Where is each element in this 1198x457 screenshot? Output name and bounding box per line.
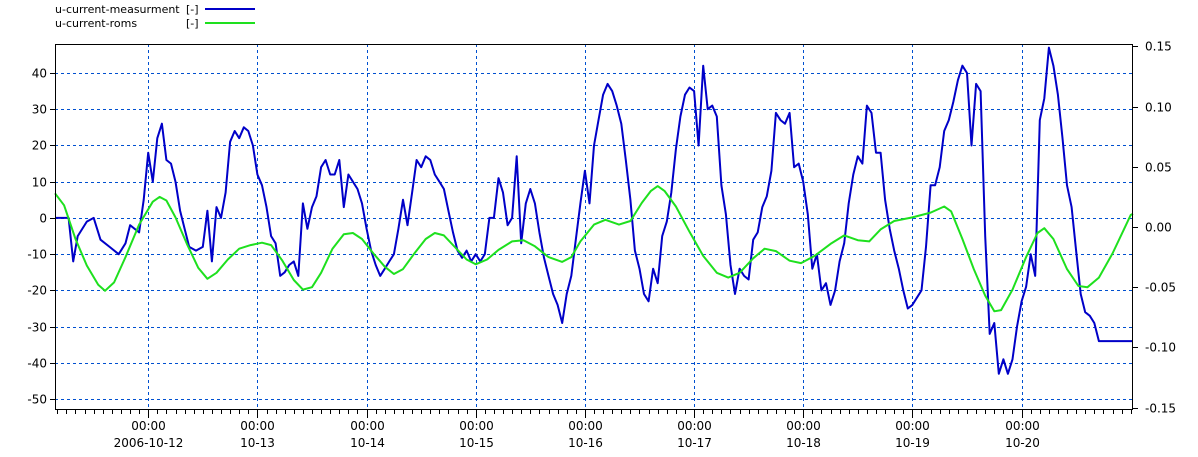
- x-tick-label-time: 00:00: [895, 419, 930, 433]
- y-right-tick-label: -0.05: [1145, 281, 1176, 295]
- y-right-tick-label: 0.10: [1145, 101, 1172, 115]
- x-tick-label-time: 00:00: [459, 419, 494, 433]
- x-tick-label-date: 10-16: [568, 436, 603, 450]
- y-left-tick-label: -20: [27, 284, 47, 298]
- y-left-tick-label: -30: [27, 321, 47, 335]
- legend-unit-measurement: [-]: [186, 3, 199, 16]
- series-line-measurement: [55, 46, 1133, 375]
- x-tick-label-date: 10-17: [677, 436, 712, 450]
- y-right-tick-label: 0.00: [1145, 221, 1172, 235]
- y-left-tick-label: 30: [32, 103, 47, 117]
- x-tick-label-date: 10-18: [786, 436, 821, 450]
- legend-label-roms: u-current-roms: [55, 17, 137, 30]
- legend: u-current-measurment [-] u-current-roms …: [55, 3, 255, 30]
- x-tick-label-time: 00:00: [240, 419, 275, 433]
- y-left-tick-label: 40: [32, 67, 47, 81]
- x-tick-label-date: 10-20: [1005, 436, 1040, 450]
- x-tick-label-time: 00:00: [568, 419, 603, 433]
- legend-unit-roms: [-]: [186, 17, 199, 30]
- x-tick-label-date: 10-19: [895, 436, 930, 450]
- y-right-tick-label: -0.15: [1145, 402, 1176, 416]
- y-left-tick-label: -40: [27, 357, 47, 371]
- x-tick-label-date: 10-14: [350, 436, 385, 450]
- x-tick-label-time: 00:00: [350, 419, 385, 433]
- series-line-roms: [54, 185, 1134, 313]
- y-right-tick-label: -0.10: [1145, 341, 1176, 355]
- axes: 40 30 20 10 0 -10 -20 -30 -40 -50 0.15 0.10 0.05 0.00…: [27, 40, 1176, 451]
- x-tick-label-date: 2006-10-12: [114, 436, 184, 450]
- x-tick-label-date: 10-13: [240, 436, 275, 450]
- y-right-tick-label: 0.05: [1145, 161, 1172, 175]
- x-tick-label-time: 00:00: [1005, 419, 1040, 433]
- x-tick-label-time: 00:00: [677, 419, 712, 433]
- y-left-tick-label: 0: [39, 212, 47, 226]
- grid: [55, 44, 1133, 410]
- y-left-tick-label: 10: [32, 176, 47, 190]
- x-tick-label-date: 10-15: [459, 436, 494, 450]
- x-tick-label-time: 00:00: [131, 419, 166, 433]
- y-left-tick-label: 20: [32, 139, 47, 153]
- y-left-tick-label: -10: [27, 248, 47, 262]
- legend-label-measurement: u-current-measurment: [55, 3, 180, 16]
- plot-frame: [55, 44, 1133, 410]
- y-right-tick-label: 0.15: [1145, 40, 1172, 54]
- series-layer: [54, 46, 1134, 375]
- y-left-tick-label: -50: [27, 393, 47, 407]
- x-tick-label-time: 00:00: [786, 419, 821, 433]
